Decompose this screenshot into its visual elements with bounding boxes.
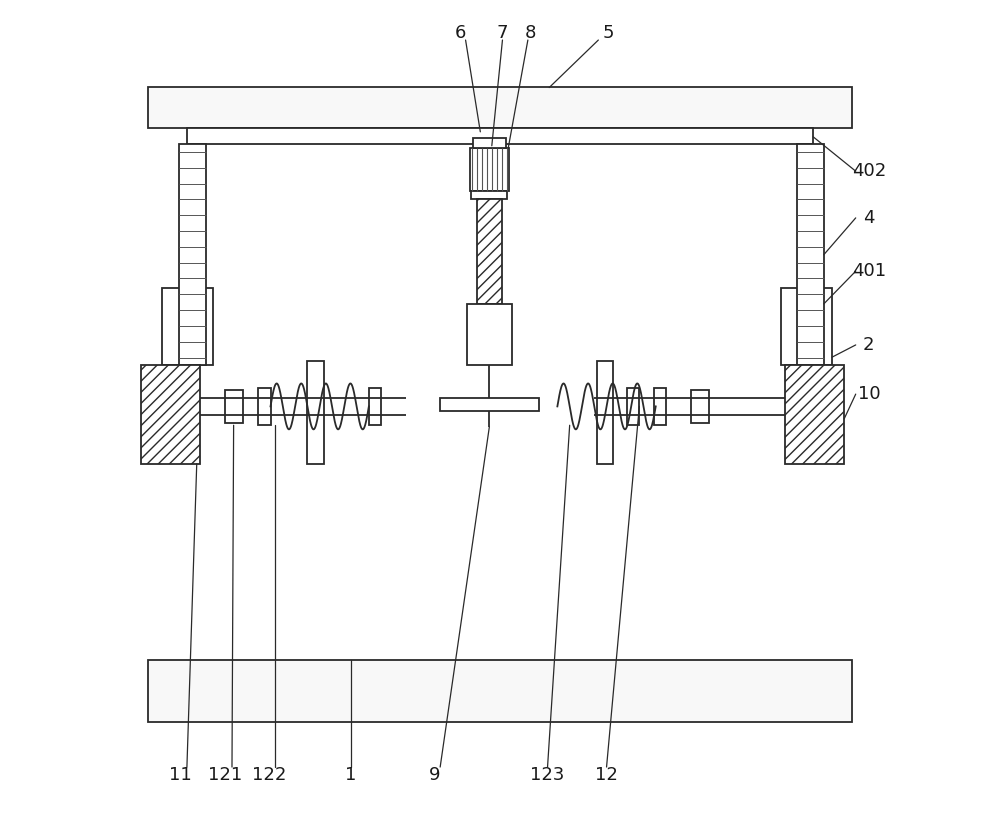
Text: 2: 2 — [863, 336, 875, 354]
Text: 122: 122 — [252, 766, 286, 784]
Bar — [369, 388, 381, 425]
Bar — [781, 287, 832, 365]
Text: 5: 5 — [602, 25, 614, 43]
Bar — [258, 388, 271, 425]
Bar — [597, 361, 613, 464]
Bar — [691, 390, 709, 423]
Text: 8: 8 — [525, 25, 536, 43]
Text: 123: 123 — [530, 766, 565, 784]
Text: 11: 11 — [169, 766, 192, 784]
Bar — [307, 361, 324, 464]
Bar — [473, 139, 506, 149]
Bar — [179, 144, 206, 365]
Bar — [467, 304, 512, 365]
Text: 4: 4 — [863, 209, 875, 227]
Bar — [470, 149, 509, 190]
Bar — [225, 390, 243, 423]
Bar — [471, 190, 507, 199]
Text: 121: 121 — [208, 766, 243, 784]
Text: 402: 402 — [852, 163, 886, 180]
Bar — [477, 199, 502, 304]
Text: 10: 10 — [858, 385, 880, 403]
Text: 9: 9 — [429, 766, 440, 784]
Text: 12: 12 — [595, 766, 618, 784]
Text: 7: 7 — [497, 25, 508, 43]
Text: 1: 1 — [345, 766, 357, 784]
Bar — [148, 87, 852, 128]
Bar — [141, 365, 200, 464]
Bar — [187, 128, 813, 144]
Bar — [654, 388, 666, 425]
Bar — [162, 287, 213, 365]
Bar — [785, 365, 844, 464]
Text: 6: 6 — [455, 25, 466, 43]
Bar — [797, 144, 824, 365]
Bar — [627, 388, 639, 425]
Bar — [440, 398, 539, 410]
Bar — [148, 660, 852, 722]
Text: 401: 401 — [852, 262, 886, 280]
